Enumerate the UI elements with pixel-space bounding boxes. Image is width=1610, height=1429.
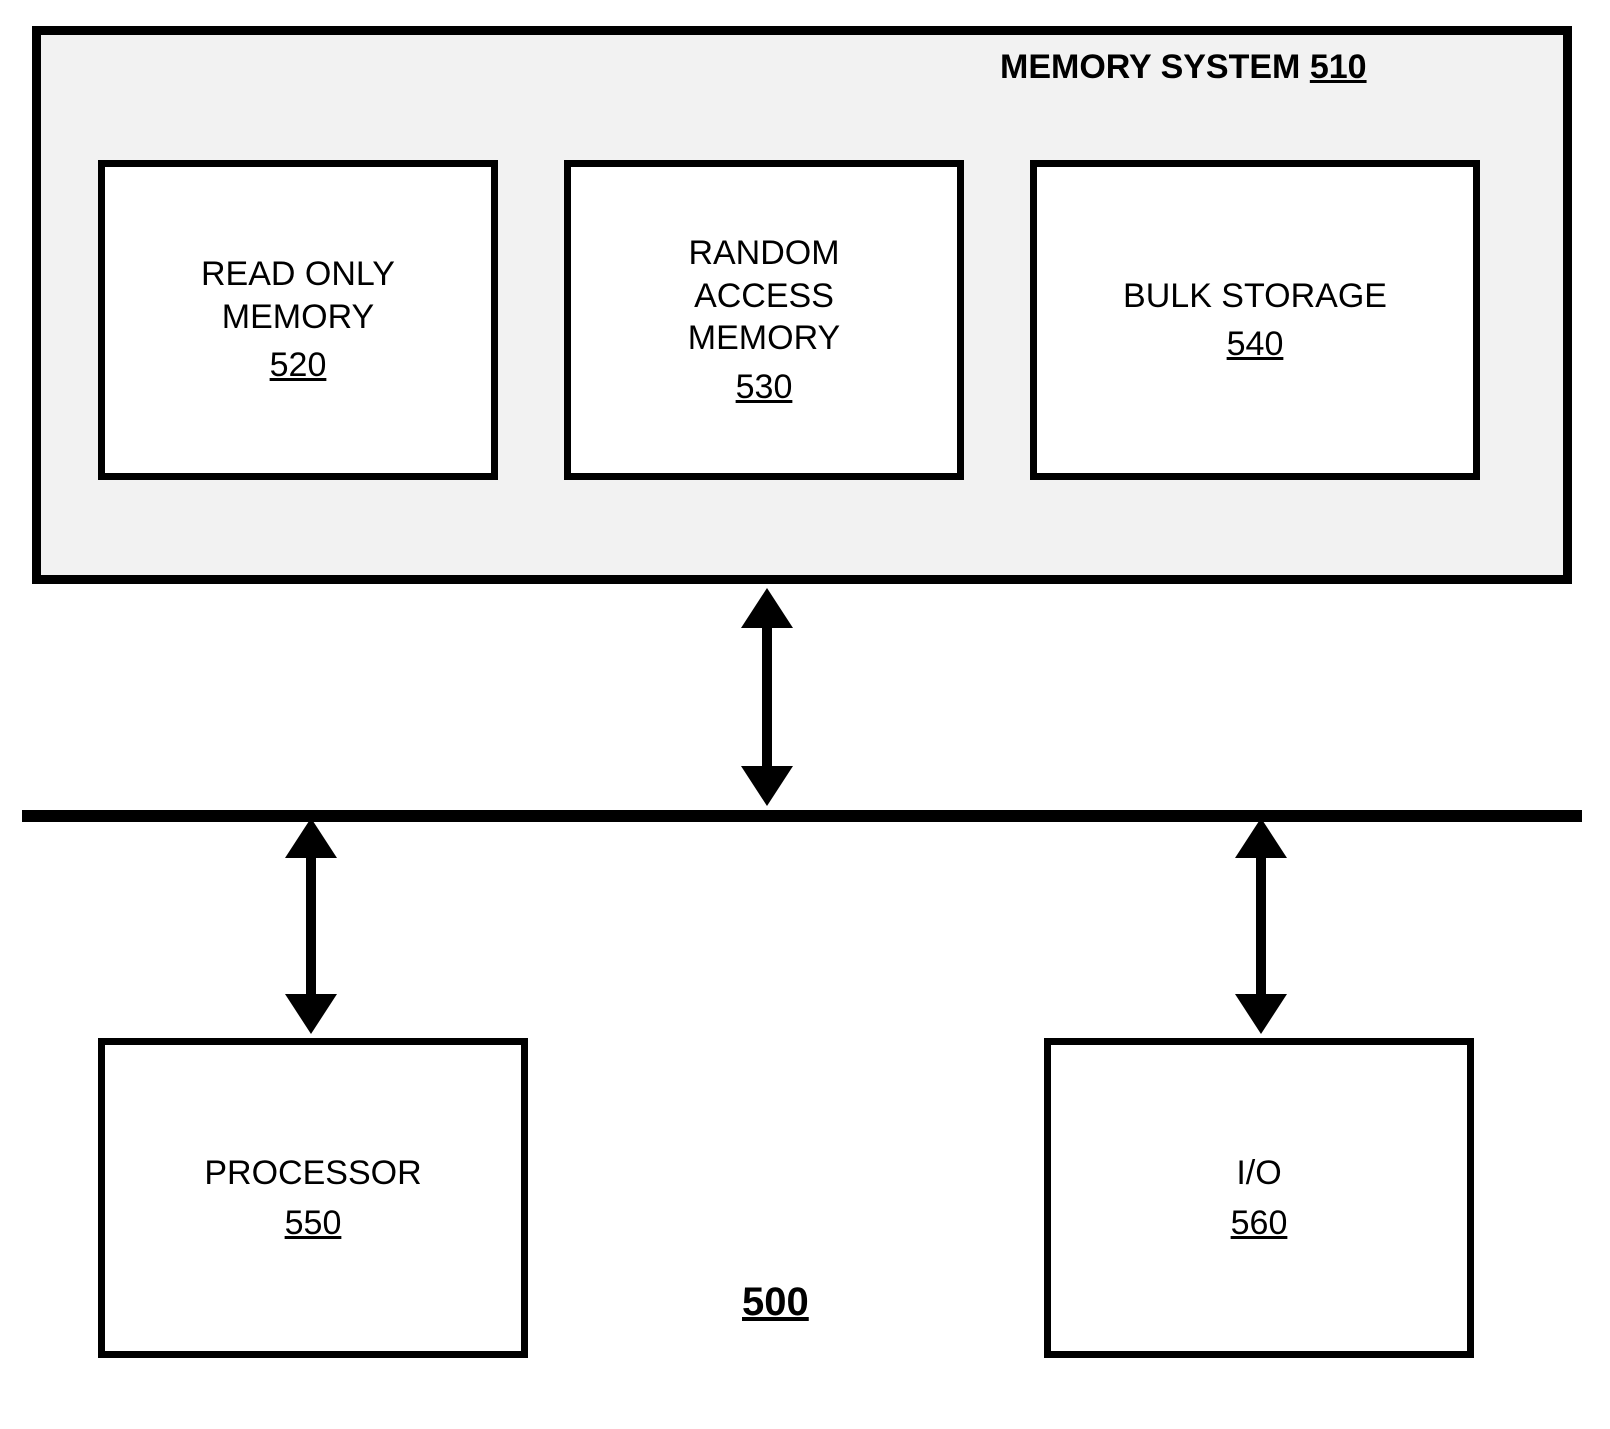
arrowhead-up-icon — [741, 588, 793, 628]
arrow-memory-to-bus — [741, 588, 793, 806]
arrowhead-down-icon — [285, 994, 337, 1034]
diagram-canvas: MEMORY SYSTEM 510 READ ONLY MEMORY 520 R… — [0, 0, 1610, 1429]
processor-num: 550 — [285, 1201, 342, 1245]
arrowhead-down-icon — [741, 766, 793, 806]
arrow-io-to-bus — [1235, 818, 1287, 1034]
arrowhead-up-icon — [285, 818, 337, 858]
arrow-shaft — [306, 858, 316, 994]
processor-box: PROCESSOR 550 — [98, 1038, 528, 1358]
rom-label: READ ONLY MEMORY — [201, 253, 395, 338]
bulk-label: BULK STORAGE — [1123, 275, 1387, 318]
arrow-shaft — [1256, 858, 1266, 994]
memory-system-title-text: MEMORY SYSTEM — [1000, 48, 1310, 86]
figure-number: 500 — [742, 1280, 809, 1325]
bus-line — [22, 810, 1582, 822]
rom-box: READ ONLY MEMORY 520 — [98, 160, 498, 480]
arrowhead-up-icon — [1235, 818, 1287, 858]
io-box: I/O 560 — [1044, 1038, 1474, 1358]
arrowhead-down-icon — [1235, 994, 1287, 1034]
processor-label: PROCESSOR — [204, 1151, 421, 1195]
bulk-box: BULK STORAGE 540 — [1030, 160, 1480, 480]
ram-label: RANDOM ACCESS MEMORY — [688, 232, 840, 360]
ram-num: 530 — [736, 366, 793, 409]
io-num: 560 — [1231, 1201, 1288, 1245]
bulk-num: 540 — [1227, 323, 1284, 366]
io-label: I/O — [1236, 1151, 1281, 1195]
arrow-processor-to-bus — [285, 818, 337, 1034]
arrow-shaft — [762, 628, 772, 766]
memory-system-title: MEMORY SYSTEM 510 — [1000, 48, 1367, 87]
memory-system-title-num: 510 — [1310, 48, 1367, 86]
ram-box: RANDOM ACCESS MEMORY 530 — [564, 160, 964, 480]
rom-num: 520 — [270, 344, 327, 387]
